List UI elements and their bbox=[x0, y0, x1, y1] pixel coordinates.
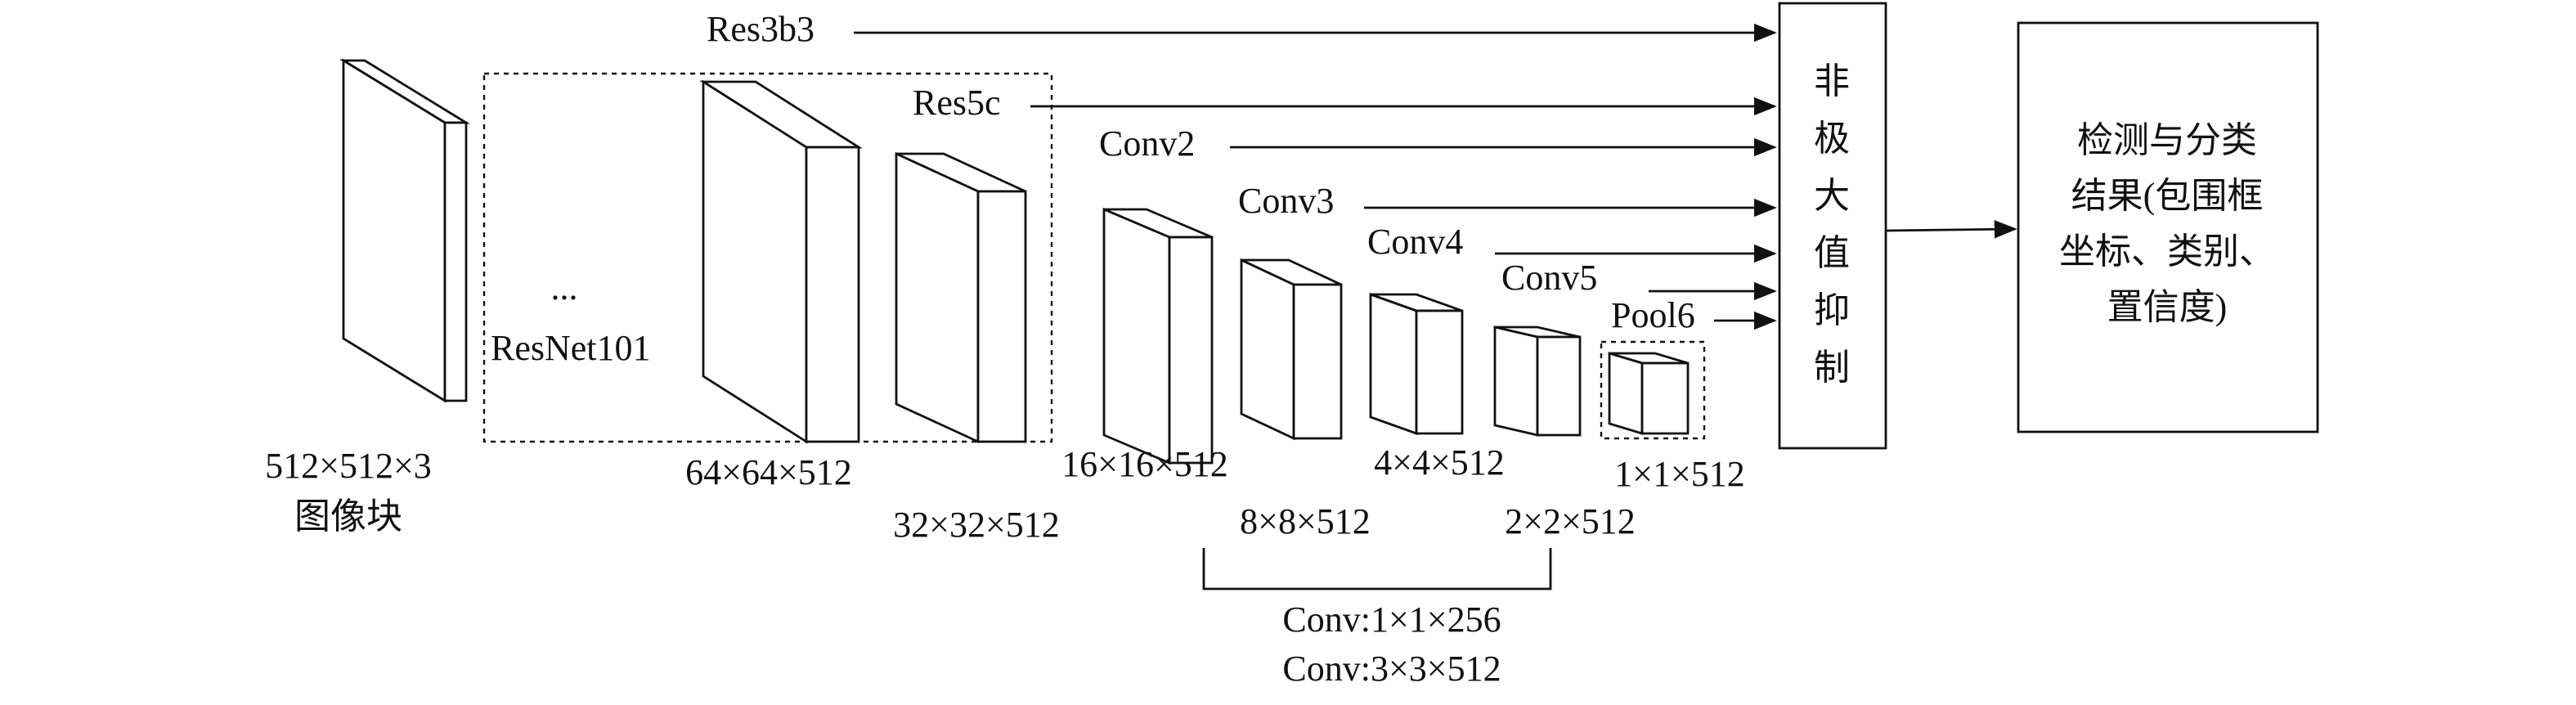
output-line: 坐标、类别、 bbox=[2059, 231, 2275, 272]
label: Conv:3×3×512 bbox=[1282, 649, 1501, 689]
size-label: 8×8×512 bbox=[1240, 501, 1371, 541]
backbone-box bbox=[482, 72, 1053, 443]
box-front bbox=[805, 146, 860, 443]
label: ResNet101 bbox=[491, 328, 651, 368]
nms-box bbox=[1778, 2, 1887, 450]
layer-label: Pool6 bbox=[1611, 295, 1695, 335]
size-label: 1×1×512 bbox=[1614, 454, 1745, 494]
size-label: 64×64×512 bbox=[685, 452, 852, 492]
output-line: 置信度) bbox=[2107, 287, 2228, 327]
box-side bbox=[1493, 326, 1539, 437]
layer-label: Conv3 bbox=[1238, 181, 1334, 221]
layer-label: Res5c bbox=[913, 83, 1001, 123]
pool-box bbox=[1600, 340, 1706, 440]
arrow bbox=[1885, 220, 2017, 239]
nms-char: 值 bbox=[1814, 233, 1850, 273]
size-label: 16×16×512 bbox=[1061, 444, 1228, 484]
label: 512×512×3 bbox=[265, 446, 432, 486]
box-side bbox=[1240, 258, 1295, 441]
box-side bbox=[1369, 293, 1418, 435]
box-front bbox=[1168, 236, 1214, 465]
output-line: 结果(包围框 bbox=[2071, 176, 2264, 216]
box-front bbox=[976, 190, 1027, 443]
label: 图像块 bbox=[294, 496, 402, 537]
box-side bbox=[1608, 352, 1644, 435]
nms-char: 制 bbox=[1814, 348, 1850, 388]
box-side bbox=[895, 151, 980, 444]
box-front bbox=[1536, 335, 1582, 437]
box-front bbox=[1640, 361, 1690, 435]
layer-label: Conv5 bbox=[1501, 258, 1597, 298]
nms-char: 大 bbox=[1814, 176, 1850, 216]
layer-label: Conv2 bbox=[1099, 123, 1195, 164]
layer-label: Res3b3 bbox=[707, 9, 815, 49]
label: Conv:1×1×256 bbox=[1282, 599, 1501, 640]
box-side bbox=[1102, 207, 1171, 465]
size-label: 32×32×512 bbox=[893, 505, 1060, 545]
box-front bbox=[443, 121, 468, 402]
nms-char: 非 bbox=[1814, 61, 1850, 101]
size-label: 2×2×512 bbox=[1505, 501, 1636, 541]
layer-label: Conv4 bbox=[1367, 222, 1463, 262]
size-label: 4×4×512 bbox=[1374, 442, 1505, 483]
nms-char: 抑 bbox=[1814, 290, 1850, 330]
nms-char: 极 bbox=[1814, 119, 1850, 159]
label: ... bbox=[551, 267, 578, 308]
output-box bbox=[2017, 21, 2319, 433]
output-line: 检测与分类 bbox=[2077, 120, 2257, 160]
bracket bbox=[1202, 548, 1552, 590]
box-front bbox=[1292, 283, 1343, 440]
box-front bbox=[1415, 309, 1464, 435]
